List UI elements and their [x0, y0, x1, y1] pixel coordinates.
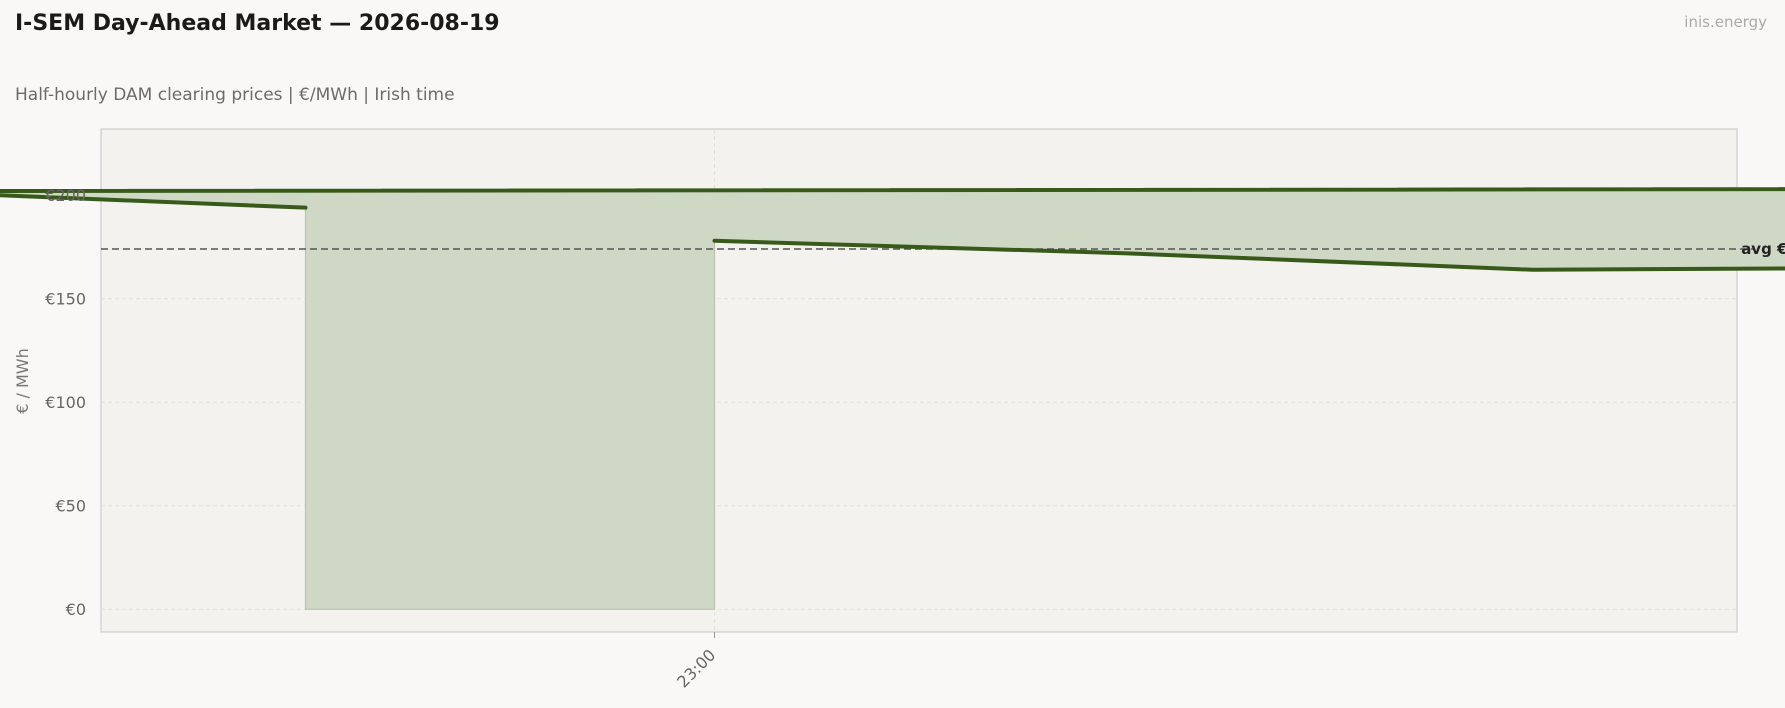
y-axis: €0 €50 €100 €150 €200	[45, 186, 86, 619]
chart-subtitle: Half-hourly DAM clearing prices | €/MWh …	[15, 85, 455, 105]
watermark: inis.energy	[1684, 13, 1767, 31]
y-tick-label: €200	[45, 186, 86, 205]
area-layer	[0, 188, 1785, 610]
average-label: avg €174	[1741, 240, 1785, 258]
x-axis: 23:0001:0003:0005:0007:0009:0011:0013:00…	[673, 632, 719, 691]
y-tick-label: €50	[55, 497, 86, 516]
y-tick-label: €0	[66, 600, 86, 619]
y-tick-label: €150	[45, 290, 86, 309]
chart-title: I-SEM Day-Ahead Market — 2026-08-19	[15, 11, 500, 36]
price-area	[0, 188, 1785, 610]
y-tick-label: €100	[45, 393, 86, 412]
y-axis-title: € / MWh	[13, 348, 32, 414]
x-tick-label: 23:00	[673, 645, 719, 691]
